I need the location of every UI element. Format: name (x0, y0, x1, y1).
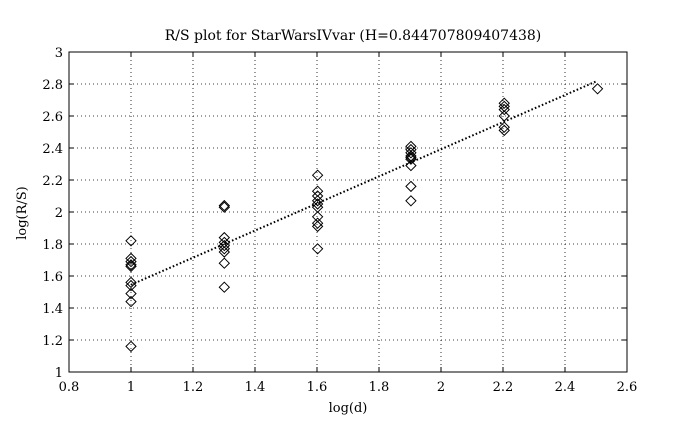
y-tick-label: 1.8 (42, 238, 63, 253)
data-point-diamond (125, 295, 137, 308)
x-axis-label: log(d) (329, 401, 368, 416)
x-tick-label: 1.2 (183, 380, 204, 395)
data-point-diamond (218, 201, 231, 213)
plot-frame (68, 51, 628, 373)
data-point-diamond (498, 103, 510, 116)
data-point-diamond (311, 190, 324, 202)
data-points (125, 83, 604, 353)
data-point-diamond (405, 147, 417, 159)
x-tick-label: 2.4 (555, 380, 576, 395)
x-tick-label: 1.8 (369, 380, 390, 395)
fit-line (130, 79, 598, 286)
data-point-diamond (311, 198, 324, 210)
data-point-diamond (311, 243, 324, 255)
data-point-diamond (125, 235, 137, 247)
x-tick-label: 2 (437, 380, 445, 395)
data-point-diamond (591, 83, 604, 95)
y-tick-label: 3 (55, 46, 63, 61)
y-tick-label: 2.4 (42, 142, 63, 157)
data-point-diamond (498, 97, 510, 109)
data-point-diamond (125, 260, 137, 273)
y-tick-label: 1 (55, 366, 63, 381)
data-point-diamond (405, 195, 417, 207)
data-point-diamond (405, 151, 417, 164)
y-axis-label: log(R/S) (15, 186, 30, 240)
data-point-diamond (498, 110, 510, 122)
data-point-diamond (218, 281, 231, 293)
y-tick-label: 1.2 (42, 334, 63, 349)
data-point-diamond (125, 259, 137, 271)
data-point-diamond (311, 169, 324, 181)
fit-line-group (130, 79, 598, 286)
data-point-diamond (218, 257, 231, 269)
data-point-diamond (125, 279, 137, 292)
plot-border (68, 51, 628, 373)
data-point-diamond (498, 124, 510, 137)
data-point-diamond (125, 252, 137, 265)
y-tick-label: 2.8 (42, 78, 63, 93)
data-point-diamond (498, 121, 510, 133)
data-point-diamond (405, 180, 417, 193)
data-point-diamond (311, 220, 324, 233)
data-point-diamond (218, 199, 231, 212)
data-point-diamond (218, 243, 231, 255)
x-tick-label: 1 (127, 380, 135, 395)
data-point-diamond (125, 287, 137, 300)
y-tick-label: 1.6 (42, 270, 63, 285)
x-tick-label: 1.6 (307, 380, 328, 395)
y-tick-labels: 1 1.2 1.4 1.6 1.8 2 2.2 2.4 2.6 2.8 3 (42, 46, 63, 381)
data-point-diamond (405, 159, 417, 172)
data-point-diamond (218, 239, 231, 252)
chart-title: R/S plot for StarWarsIVvar (H=0.84470780… (165, 28, 542, 44)
y-tick-label: 2.6 (42, 110, 63, 125)
data-point-diamond (218, 231, 231, 244)
x-tick-label: 2.6 (617, 380, 638, 395)
x-tick-label: 2.2 (493, 380, 514, 395)
y-tick-label: 2 (55, 206, 63, 221)
data-point-diamond (311, 217, 324, 229)
data-point-diamond (125, 255, 137, 268)
data-point-diamond (218, 246, 231, 258)
x-tick-label: 1.4 (245, 380, 266, 395)
data-point-diamond (405, 153, 417, 165)
data-point-diamond (311, 195, 324, 207)
y-tick-label: 1.4 (42, 302, 63, 317)
data-point-diamond (125, 340, 137, 353)
x-tick-label: 0.8 (59, 380, 80, 395)
x-tick-labels: 0.8 1 1.2 1.4 1.6 1.8 2 2.2 2.4 2.6 (59, 380, 638, 395)
data-point-diamond (125, 276, 137, 289)
y-tick-label: 2.2 (42, 174, 63, 189)
